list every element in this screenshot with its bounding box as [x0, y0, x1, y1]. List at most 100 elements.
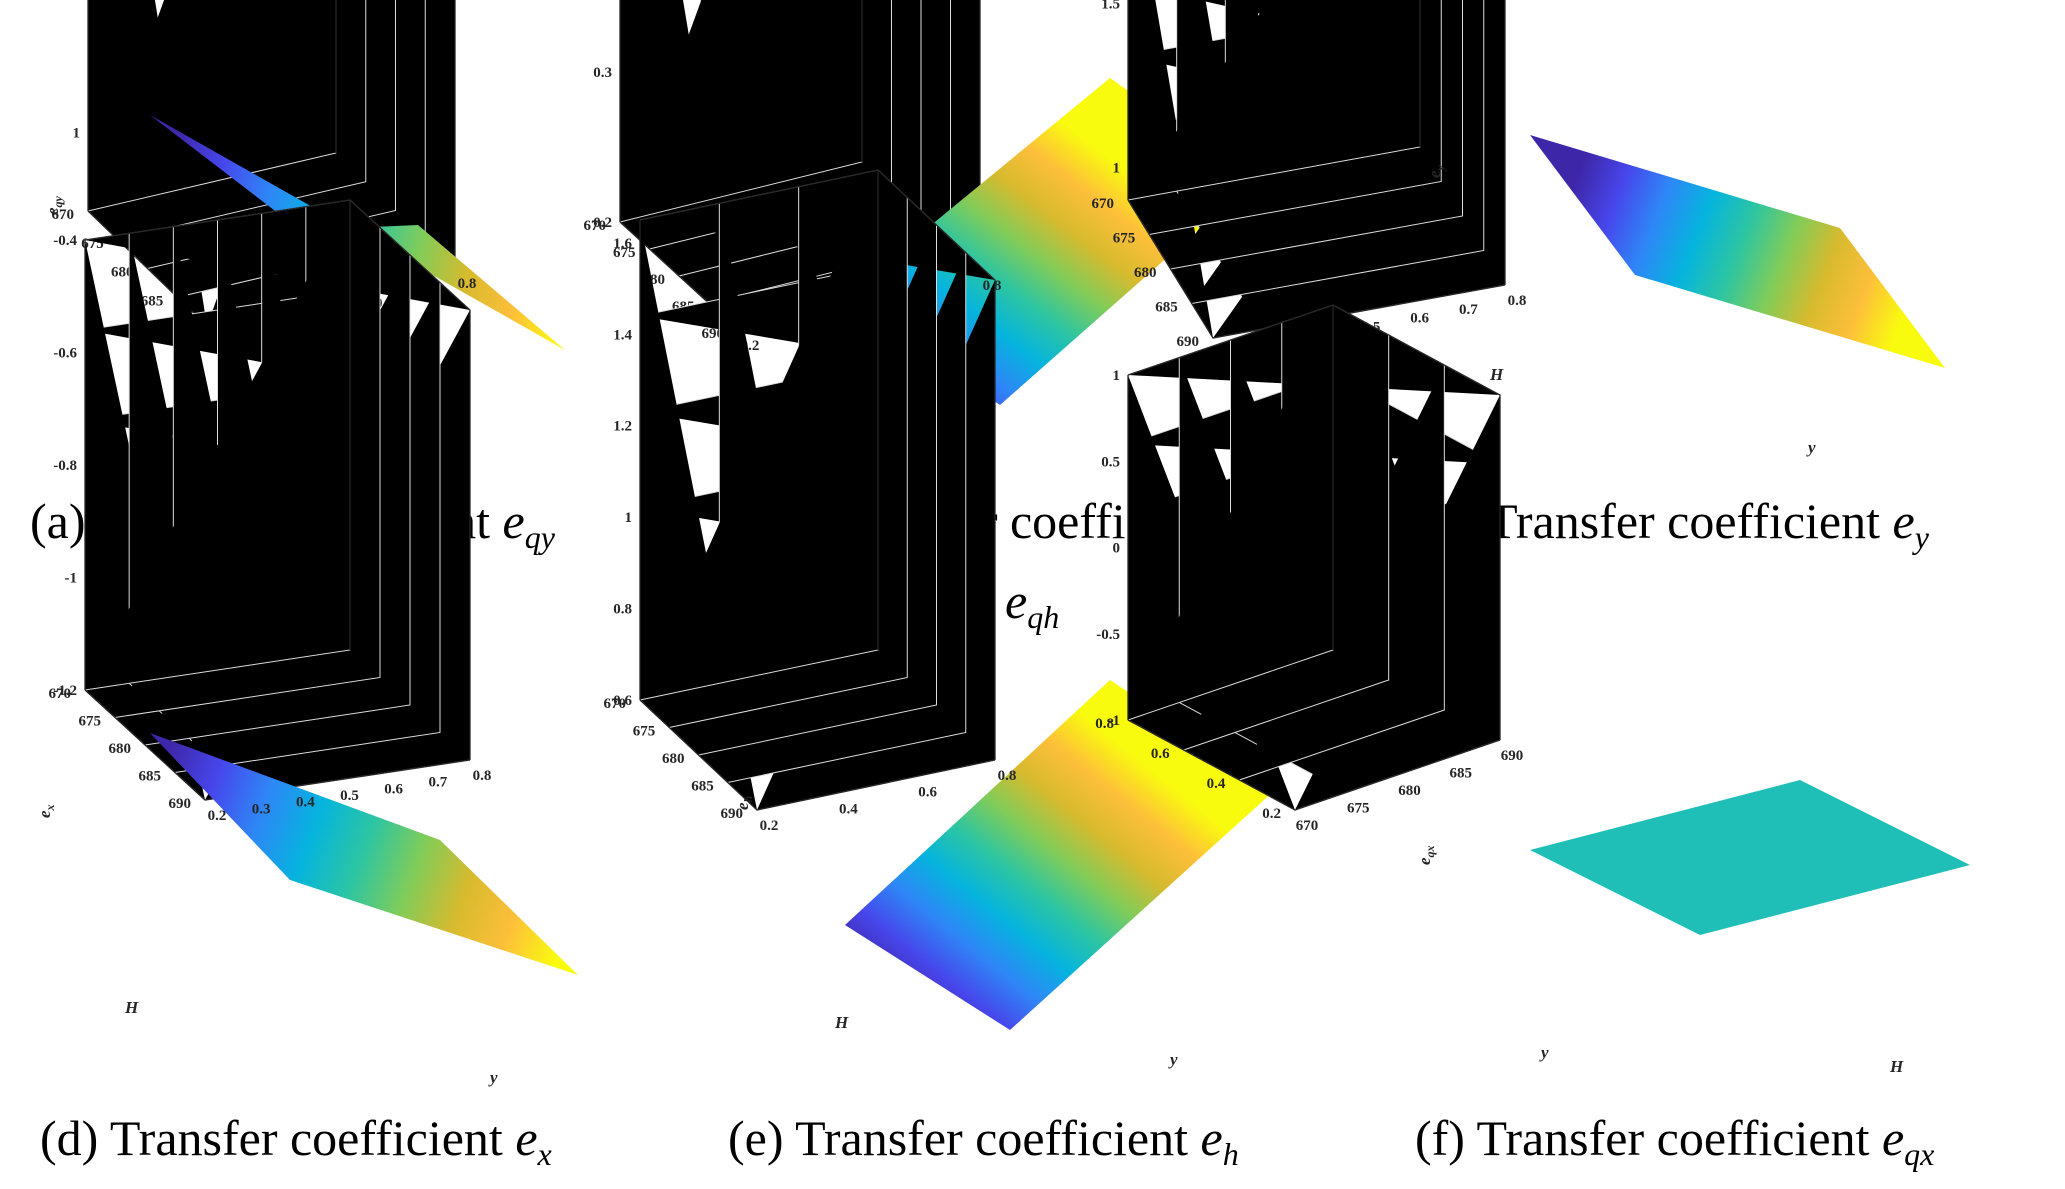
- x-axis-label: H: [1889, 1057, 1904, 1076]
- z-tick-label: 1.5: [1101, 0, 1120, 13]
- y-tick-label: 0.8: [1095, 716, 1114, 732]
- y-tick-label: 690: [169, 796, 192, 812]
- y-tick-label: 0.2: [1262, 806, 1281, 822]
- y-tick-label: 680: [109, 741, 132, 757]
- y-tick-label: 685: [139, 769, 162, 785]
- panel-caption: (d) Transfer coefficient ex: [40, 1110, 552, 1172]
- panel-f: -1 -0.5 0 0.5 1 670 675 680 685 690 0.8 0.6 0.4 0.2 eq…: [1095, 304, 1970, 1172]
- z-tick-label: 0.6: [613, 693, 632, 709]
- y-axis-label: H: [124, 998, 139, 1017]
- z-tick-label: -1: [65, 571, 78, 587]
- y-tick-label: 670: [49, 686, 72, 702]
- x-tick-label: 0.3: [252, 801, 271, 817]
- z-tick-label: 1.4: [613, 327, 632, 343]
- x-tick-label: 0.7: [428, 775, 447, 791]
- y-tick-label: 690: [721, 806, 744, 822]
- axes-box: [1127, 304, 1501, 811]
- panel-d: -1.2 -1 -0.8 -0.6 -0.4 0.2 0.3 0.4 0.5 0.6 0.7 0.8 6…: [35, 199, 578, 1172]
- y-tick-label: 670: [584, 218, 607, 234]
- floor-edge: [1127, 719, 1501, 811]
- box-top-edge: [84, 199, 471, 760]
- x-tick-label: 0.6: [384, 781, 403, 797]
- y-tick-label: 680: [111, 265, 134, 281]
- z-axis-label: ey: [1425, 164, 1447, 178]
- z-tick-label: 1: [73, 125, 81, 141]
- y-tick-label: 685: [691, 779, 714, 795]
- z-tick-label: 1: [625, 510, 633, 526]
- x-tick-label: 670: [1296, 818, 1319, 834]
- panel-caption: (e) Transfer coefficient eh: [728, 1110, 1239, 1172]
- z-tick-label: 1.2: [613, 419, 632, 435]
- z-tick-label: 1.6: [613, 236, 632, 252]
- z-axis-label: eqy: [43, 195, 65, 215]
- z-tick-label: 0.2: [593, 215, 612, 231]
- x-tick-label: 0.8: [983, 278, 1002, 294]
- y-tick-label: 670: [52, 207, 75, 223]
- x-tick-label: 0.2: [760, 818, 779, 834]
- floor-edge: [639, 699, 996, 811]
- panel-caption: (f) Transfer coefficient eqx: [1415, 1110, 1934, 1172]
- y-tick-label: 685: [1155, 300, 1178, 316]
- x-tick-label: 675: [1347, 801, 1370, 817]
- z-tick-label: 0: [1113, 541, 1121, 557]
- y-tick-label: 670: [1092, 196, 1115, 212]
- surface: [1530, 780, 1970, 935]
- y-tick-label: 675: [613, 245, 636, 261]
- x-tick-label: 0.4: [839, 801, 858, 817]
- surface: [150, 733, 578, 975]
- grid-lines: [1127, 0, 1506, 339]
- x-axis-label: y: [488, 1068, 498, 1087]
- x-tick-label: 0.8: [473, 768, 492, 784]
- x-axis-label: y: [1806, 438, 1816, 457]
- y-axis-label: H: [1489, 365, 1504, 384]
- axes-box: [639, 169, 996, 811]
- z-axis-label: eh: [733, 795, 755, 810]
- z-tick-label: -0.5: [1096, 627, 1120, 643]
- x-tick-label: 680: [1398, 783, 1421, 799]
- x-tick-label: 690: [1501, 748, 1524, 764]
- z-axis-label: ex: [35, 804, 57, 818]
- y-tick-label: 680: [662, 751, 685, 767]
- box-top-edge: [1127, 304, 1501, 740]
- y-tick-label: 675: [1113, 231, 1136, 247]
- x-tick-label: 685: [1450, 766, 1473, 782]
- z-tick-label: -1.2: [53, 683, 77, 699]
- z-tick-label: 0.3: [593, 65, 612, 81]
- y-tick-label: 0.6: [1151, 746, 1170, 762]
- y-tick-label: 0.4: [1207, 776, 1226, 792]
- x-tick-label: 0.8: [1508, 293, 1527, 309]
- y-tick-label: 670: [604, 696, 627, 712]
- surface: [845, 680, 1275, 1030]
- axes-box: [1127, 0, 1506, 339]
- z-tick-label: 1: [1113, 368, 1121, 384]
- x-tick-label: 0.2: [208, 808, 227, 824]
- x-tick-label: 0.8: [458, 276, 477, 292]
- y-tick-label: 690: [702, 326, 725, 342]
- x-axis-label: y: [1168, 1050, 1178, 1069]
- x-tick-label: 0.8: [998, 768, 1017, 784]
- z-tick-label: 0.8: [613, 602, 632, 618]
- grid-lines: [639, 169, 996, 811]
- y-tick-label: 675: [79, 714, 102, 730]
- panel-e: 0.6 0.8 1 1.2 1.4 1.6 0.2 0.4 0.6 0.8 670 675 680 685…: [604, 169, 1275, 1172]
- grid-lines: [1127, 304, 1501, 811]
- panel-caption-symbol: eqh: [1005, 573, 1059, 635]
- z-tick-label: 0.5: [1101, 454, 1120, 470]
- y-tick-label: 675: [633, 724, 656, 740]
- floor-edge: [84, 689, 471, 801]
- y-axis-label: H: [834, 1013, 849, 1032]
- box-top-edge: [639, 169, 996, 760]
- x-tick-label: 0.4: [296, 795, 315, 811]
- box-top-edge: [1504, 0, 1506, 285]
- grid-lines: [84, 199, 471, 801]
- z-axis-label: eqx: [1415, 845, 1437, 865]
- y-tick-label: 685: [141, 293, 164, 309]
- x-tick-label: 0.6: [1410, 311, 1429, 327]
- y-tick-label: 680: [1134, 265, 1157, 281]
- z-tick-label: 1: [1113, 160, 1121, 176]
- z-tick-label: -0.8: [53, 458, 77, 474]
- surface: [1530, 135, 1945, 368]
- panel-c: 11.520.20.30.40.50.60.70.867067568068569…: [1092, 0, 1945, 555]
- z-tick-label: -0.6: [53, 346, 77, 362]
